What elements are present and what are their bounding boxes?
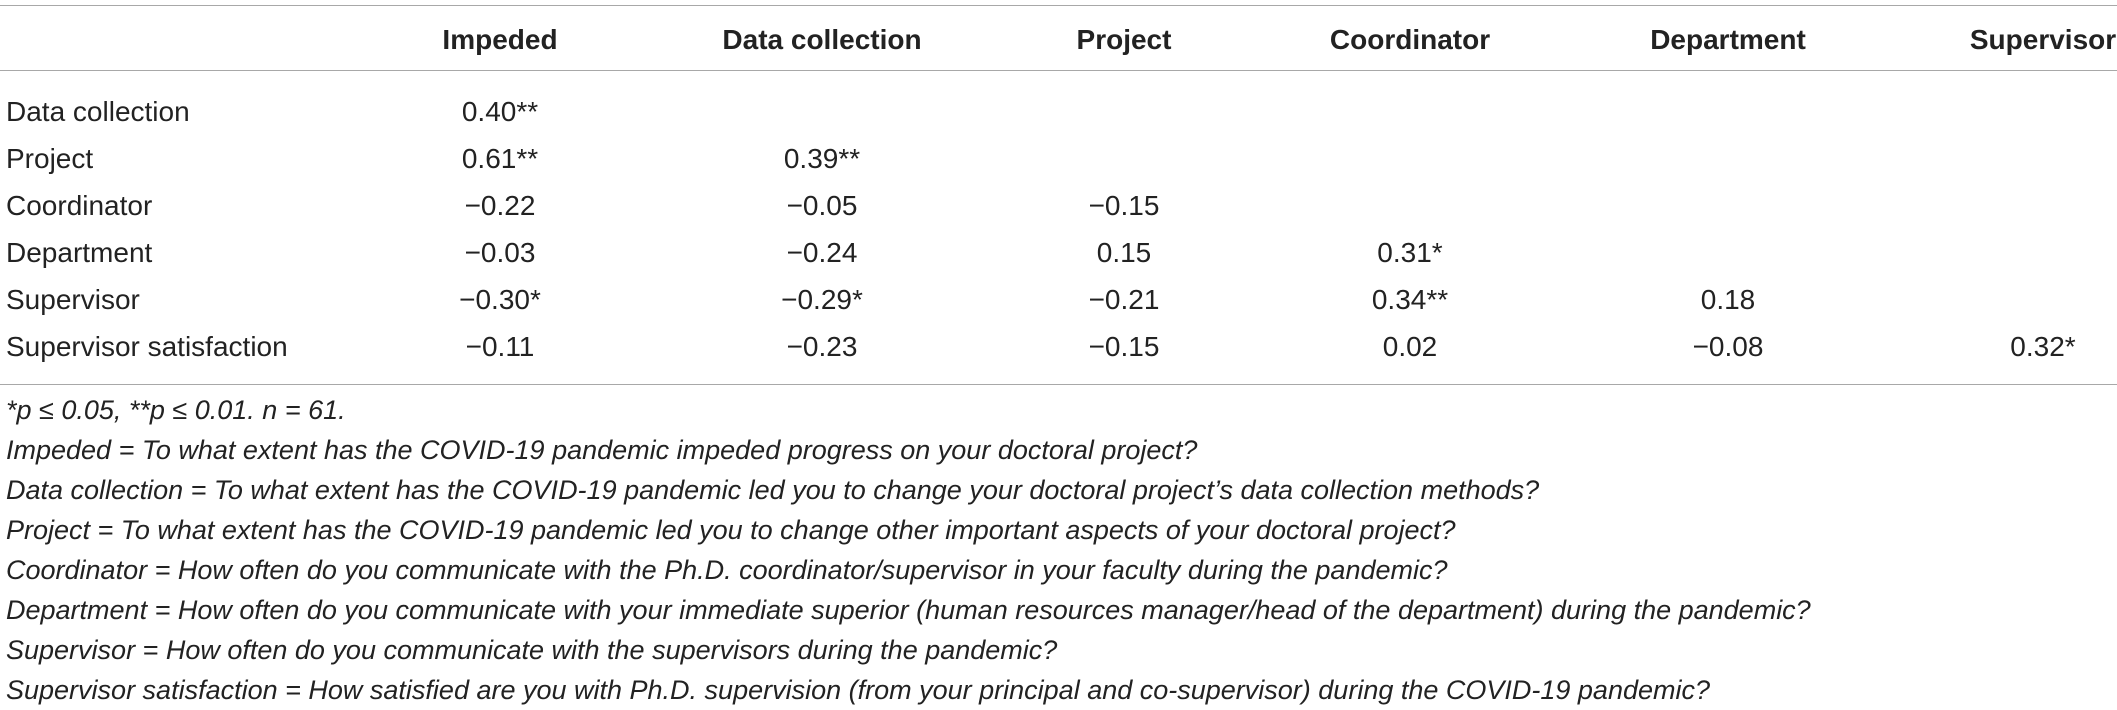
table-cell: −0.15: [1088, 190, 1160, 221]
column-header-project: Project: [1076, 24, 1172, 55]
table-cell: 0.02: [1382, 331, 1438, 362]
table-footnotes: *p ≤ 0.05, **p ≤ 0.01. n = 61. Impeded =…: [6, 390, 2106, 710]
row-label: Coordinator: [6, 190, 153, 221]
table-cell: −0.30*: [459, 284, 541, 315]
footnote-coordinator: Coordinator = How often do you communica…: [6, 555, 1448, 585]
row-label: Department: [6, 237, 153, 268]
row-label: Data collection: [6, 96, 190, 127]
table-cell: −0.21: [1088, 284, 1160, 315]
table-row-data-collection: Data collection 0.40**: [0, 92, 2117, 132]
table-row-supervisor: Supervisor −0.30* −0.29* −0.21 0.34** 0.…: [0, 280, 2117, 320]
table-cell: −0.22: [464, 190, 536, 221]
table-cell: −0.15: [1088, 331, 1160, 362]
table-cell: −0.23: [786, 331, 858, 362]
row-label: Supervisor: [6, 284, 140, 315]
column-header-supervisor: Supervisor: [1969, 24, 2117, 55]
footnote-impeded: Impeded = To what extent has the COVID-1…: [6, 435, 1198, 465]
footnote-supervisor-satisfaction: Supervisor satisfaction = How satisfied …: [6, 675, 1711, 705]
table-cell: −0.05: [786, 190, 858, 221]
table-bottom-rule: [0, 384, 2117, 385]
footnote-supervisor: Supervisor = How often do you communicat…: [6, 635, 1058, 665]
table-top-rule: [0, 5, 2117, 6]
table-cell: −0.03: [464, 237, 536, 268]
table-cell: −0.08: [1692, 331, 1764, 362]
column-header-impeded: Impeded: [442, 24, 558, 55]
table-header-row: Impeded Data collection Project Coordina…: [0, 20, 2117, 60]
row-label: Project: [6, 143, 94, 174]
footnote-significance: *p ≤ 0.05, **p ≤ 0.01. n = 61.: [6, 395, 346, 425]
table-cell: −0.11: [465, 331, 535, 362]
column-header-department: Department: [1650, 24, 1806, 55]
table-cell: 0.15: [1096, 237, 1152, 268]
column-header-coordinator: Coordinator: [1329, 24, 1491, 55]
table-cell: 0.31*: [1377, 237, 1443, 268]
table-row-project: Project 0.61** 0.39**: [0, 139, 2117, 179]
footnote-department: Department = How often do you communicat…: [6, 595, 1811, 625]
table-cell: 0.32*: [2010, 331, 2076, 362]
column-header-data-collection: Data collection: [722, 24, 922, 55]
table-row-department: Department −0.03 −0.24 0.15 0.31*: [0, 233, 2117, 273]
table-cell: −0.29*: [781, 284, 863, 315]
table-cell: 0.18: [1700, 284, 1756, 315]
table-row-supervisor-satisfaction: Supervisor satisfaction −0.11 −0.23 −0.1…: [0, 327, 2117, 367]
table-cell: 0.61**: [461, 143, 539, 174]
footnote-data-collection: Data collection = To what extent has the…: [6, 475, 1540, 505]
row-label: Supervisor satisfaction: [6, 331, 288, 362]
table-cell: 0.34**: [1371, 284, 1449, 315]
table-row-coordinator: Coordinator −0.22 −0.05 −0.15: [0, 186, 2117, 226]
table-cell: 0.40**: [461, 96, 539, 127]
table-cell: 0.39**: [783, 143, 861, 174]
footnote-project: Project = To what extent has the COVID-1…: [6, 515, 1456, 545]
table-header-rule: [0, 70, 2117, 71]
table-cell: −0.24: [786, 237, 858, 268]
